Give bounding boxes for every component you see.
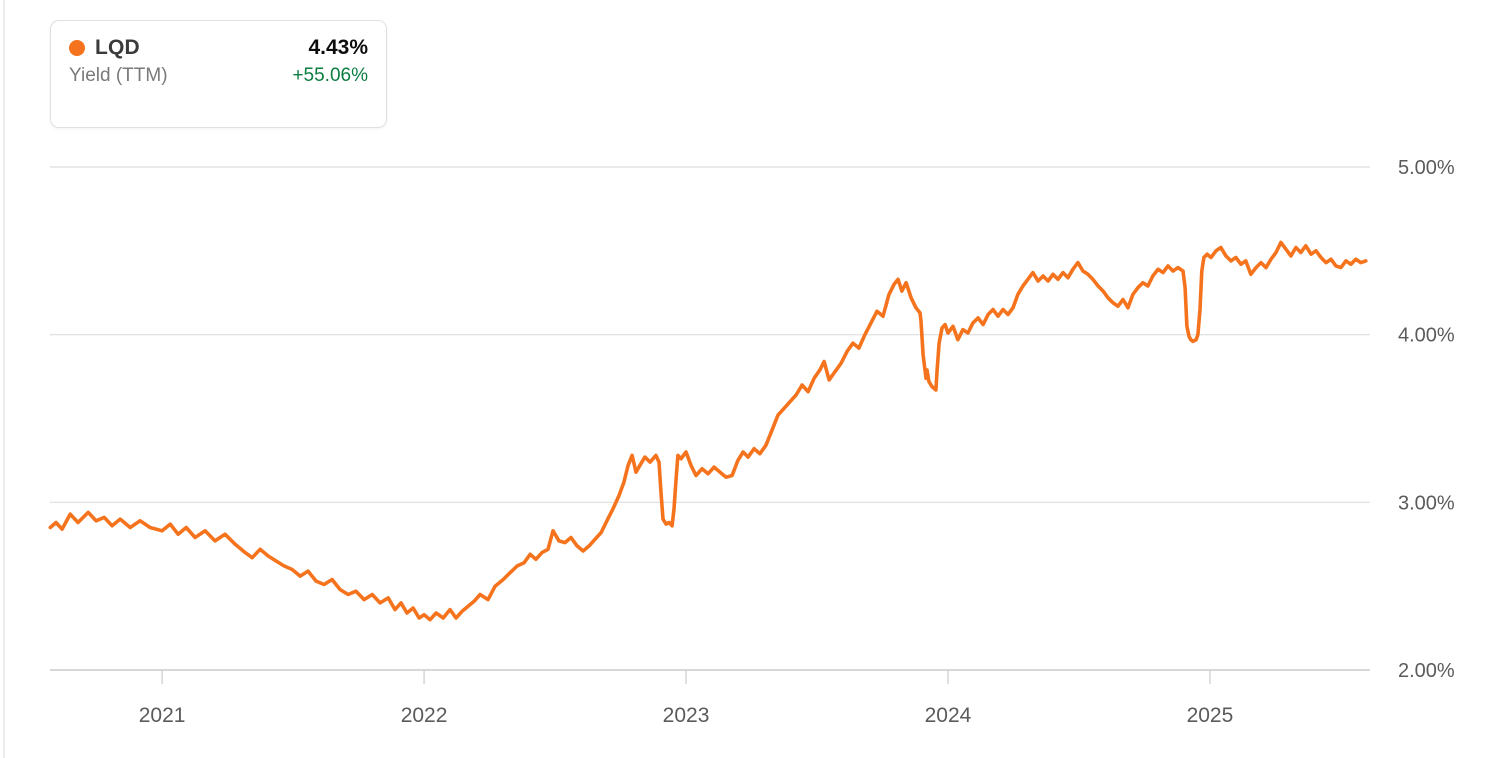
legend-current-value: 4.43% [308,36,368,59]
y-axis-label-2.00%: 2.00% [1398,660,1455,682]
y-axis-label-4.00%: 4.00% [1398,325,1455,347]
series-color-dot-icon [69,40,85,56]
y-axis-label-3.00%: 3.00% [1398,492,1455,514]
y-axis-label-5.00%: 5.00% [1398,157,1455,179]
legend-card[interactable]: LQD 4.43% Yield (TTM) +55.06% [50,20,387,128]
legend-ticker: LQD [95,36,140,59]
legend-row-primary: LQD 4.43% [69,36,368,60]
legend-metric-label: Yield (TTM) [69,65,168,86]
page-left-border [3,0,5,758]
series-line-lqd[interactable] [48,240,1368,622]
x-axis-label-2021: 2021 [139,704,186,727]
x-axis-label-2025: 2025 [1187,704,1234,727]
legend-change-percent: +55.06% [292,65,368,86]
legend-ticker-group: LQD [69,36,140,60]
x-axis-label-2024: 2024 [925,704,972,727]
x-axis-label-2023: 2023 [663,704,710,727]
legend-row-secondary: Yield (TTM) +55.06% [69,65,368,87]
x-axis-label-2022: 2022 [401,704,448,727]
